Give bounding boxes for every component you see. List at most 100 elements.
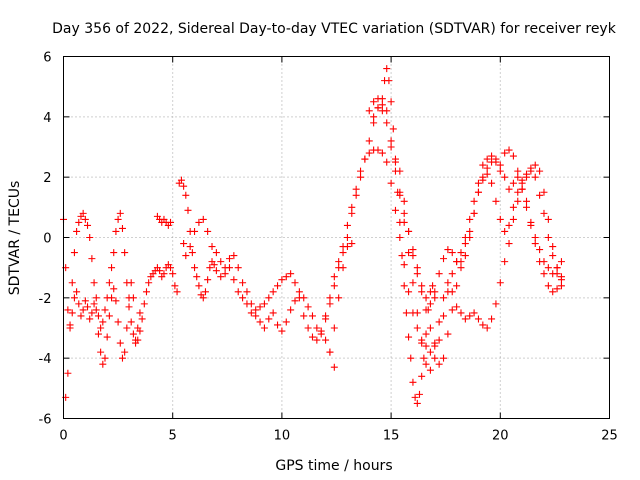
- data-point: [405, 249, 413, 257]
- series-track-i: [370, 104, 565, 374]
- data-point: [118, 224, 126, 232]
- data-point: [411, 393, 419, 401]
- data-point: [274, 282, 282, 290]
- data-point: [177, 176, 185, 184]
- data-point: [492, 300, 500, 308]
- data-point: [77, 312, 85, 320]
- chart-title: Day 356 of 2022, Sidereal Day-to-day VTE…: [52, 21, 617, 37]
- data-point: [501, 258, 509, 266]
- data-point: [413, 264, 421, 272]
- data-point: [225, 255, 233, 263]
- data-point: [479, 176, 487, 184]
- data-point: [167, 218, 175, 226]
- data-point: [409, 246, 417, 254]
- data-point: [73, 227, 81, 235]
- data-point: [64, 306, 72, 314]
- data-point: [431, 342, 439, 350]
- data-point: [405, 333, 413, 341]
- data-point: [269, 309, 277, 317]
- data-point: [180, 182, 188, 190]
- data-point: [400, 218, 408, 226]
- series-track-g: [365, 95, 565, 308]
- series-track-d: [153, 212, 338, 371]
- data-point: [230, 276, 238, 284]
- data-point: [66, 324, 74, 332]
- data-point: [116, 209, 124, 217]
- data-point: [422, 294, 430, 302]
- data-point: [81, 215, 89, 223]
- data-point: [492, 197, 500, 205]
- data-point: [457, 249, 465, 257]
- data-point: [396, 188, 404, 196]
- data-point: [400, 261, 408, 269]
- data-point: [125, 303, 133, 311]
- data-point: [108, 294, 116, 302]
- data-point: [330, 363, 338, 371]
- data-point: [300, 294, 308, 302]
- data-point: [523, 197, 531, 205]
- x-tick-label: 25: [601, 429, 618, 444]
- data-point: [527, 167, 535, 175]
- data-point: [73, 288, 81, 296]
- data-point: [127, 279, 135, 287]
- data-point: [127, 318, 135, 326]
- data-point: [407, 354, 415, 362]
- data-point: [531, 240, 539, 248]
- data-point: [448, 249, 456, 257]
- data-point: [110, 249, 118, 257]
- data-points: [60, 65, 565, 407]
- data-point: [457, 264, 465, 272]
- data-point: [470, 197, 478, 205]
- data-point: [239, 294, 247, 302]
- data-point: [99, 360, 107, 368]
- data-point: [383, 158, 391, 166]
- data-point: [97, 324, 105, 332]
- data-point: [540, 270, 548, 278]
- data-point: [483, 164, 491, 172]
- data-point: [531, 173, 539, 181]
- data-point: [136, 309, 144, 317]
- data-point: [488, 179, 496, 187]
- data-point: [230, 252, 238, 260]
- data-point: [92, 306, 100, 314]
- data-point: [505, 240, 513, 248]
- data-point: [431, 294, 439, 302]
- data-point: [79, 209, 87, 217]
- data-point: [387, 179, 395, 187]
- data-point: [448, 270, 456, 278]
- x-tick-label: 0: [59, 429, 67, 444]
- data-point: [208, 243, 216, 251]
- data-point: [496, 161, 504, 169]
- data-point: [422, 330, 430, 338]
- data-point: [557, 258, 565, 266]
- data-point: [81, 297, 89, 305]
- data-point: [474, 188, 482, 196]
- data-point: [326, 300, 334, 308]
- data-point: [396, 234, 404, 241]
- data-point: [252, 312, 260, 320]
- data-point: [330, 273, 338, 281]
- data-point: [448, 306, 456, 314]
- data-point: [68, 279, 76, 287]
- x-tick-label: 20: [492, 429, 509, 444]
- data-point: [105, 312, 113, 320]
- data-point: [145, 279, 153, 287]
- series-track-c: [132, 176, 356, 347]
- data-point: [413, 399, 421, 407]
- data-point: [339, 249, 347, 257]
- data-point: [501, 227, 509, 235]
- y-tick-label: 4: [43, 111, 51, 126]
- data-point: [523, 170, 531, 178]
- data-point: [426, 324, 434, 332]
- data-point: [557, 282, 565, 290]
- data-point: [514, 188, 522, 196]
- data-point: [385, 77, 393, 85]
- data-point: [387, 137, 395, 145]
- data-point: [479, 161, 487, 169]
- data-point: [370, 119, 378, 127]
- data-point: [435, 270, 443, 278]
- y-tick-label: -4: [39, 352, 52, 367]
- data-point: [217, 273, 225, 281]
- grid: [63, 56, 610, 419]
